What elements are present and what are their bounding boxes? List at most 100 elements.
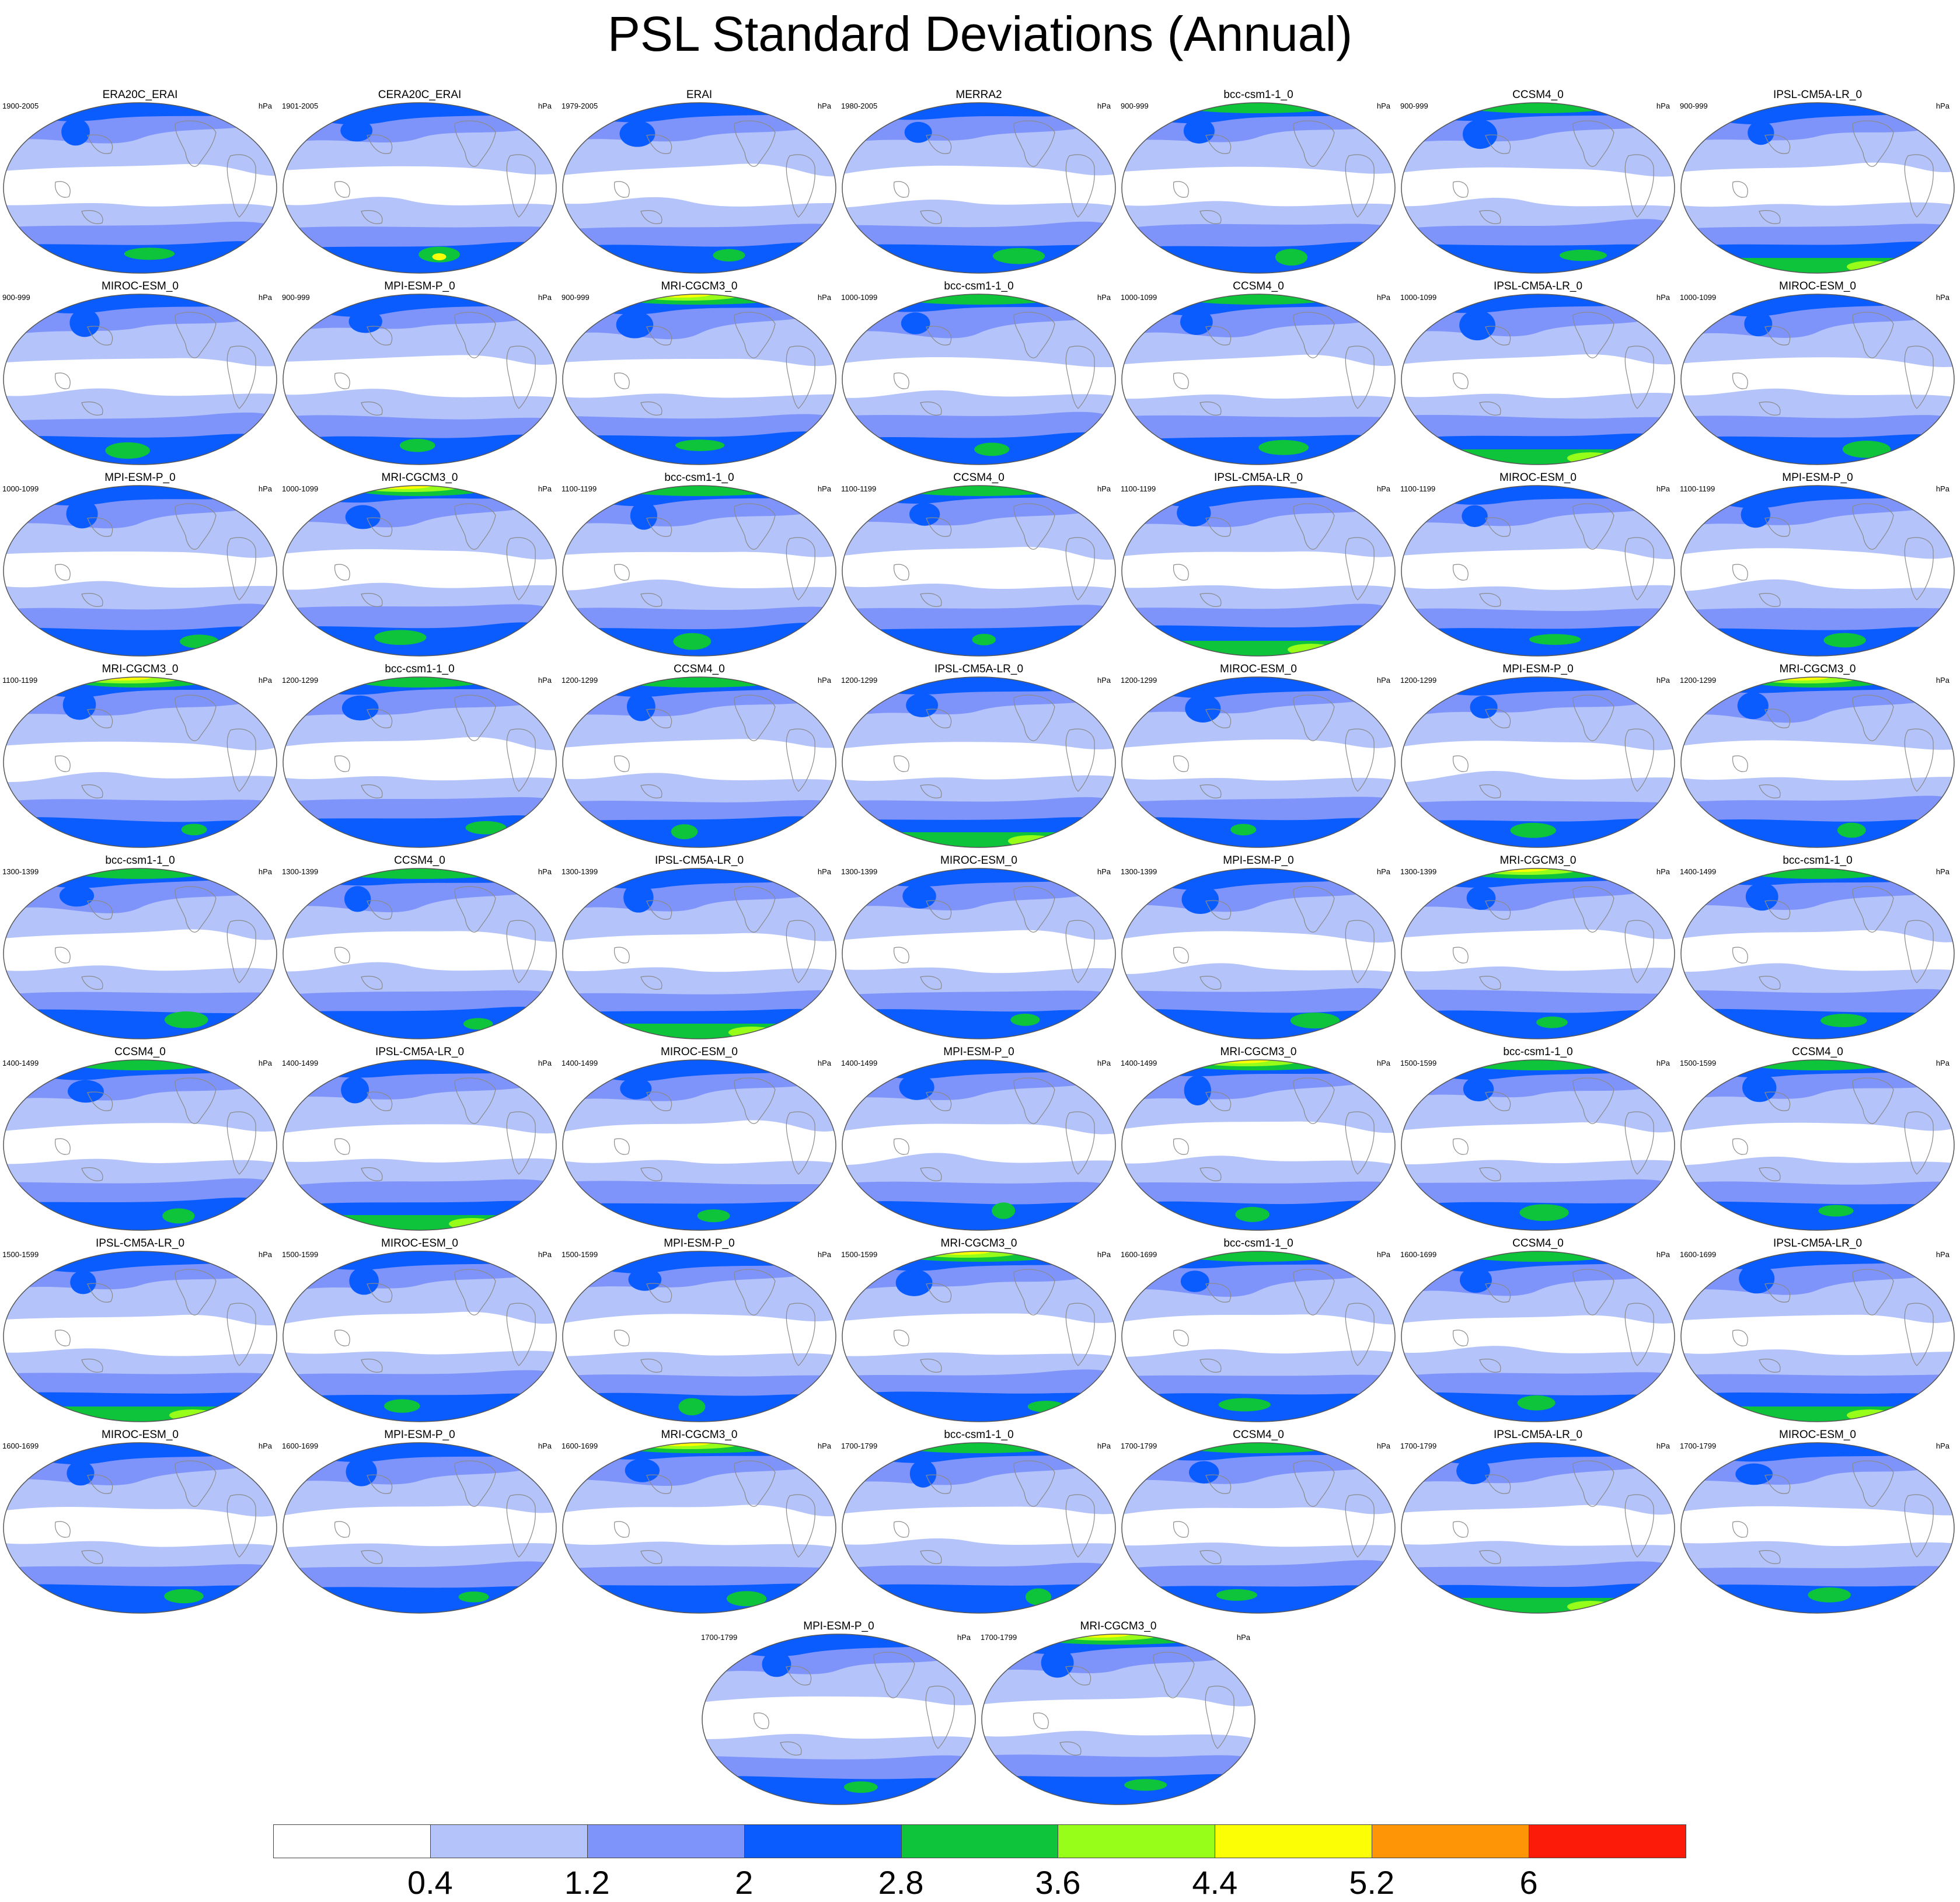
- panel-title: IPSL-CM5A-LR_0: [95, 1237, 185, 1250]
- map-panel: MPI-ESM-P_0 1000-1099 hPa: [0, 470, 280, 660]
- map-panel: CCSM4_0 1500-1599 hPa: [1677, 1045, 1958, 1234]
- colorbar-label: 4.4: [1192, 1864, 1238, 1901]
- panel-title: bcc-csm1-1_0: [664, 472, 734, 484]
- panel-title: IPSL-CM5A-LR_0: [375, 1046, 465, 1058]
- colorbar-box: [1372, 1824, 1530, 1858]
- map-panel: IPSL-CM5A-LR_0 1300-1399 hPa: [559, 853, 839, 1043]
- panel-title: MIROC-ESM_0: [1220, 663, 1297, 675]
- panel-title: MIROC-ESM_0: [661, 1046, 738, 1058]
- panel-units: hPa: [817, 1442, 831, 1450]
- panel-title: bcc-csm1-1_0: [944, 280, 1014, 292]
- panel-units: hPa: [1656, 1442, 1670, 1450]
- figure-title: PSL Standard Deviations (Annual): [607, 6, 1353, 61]
- panel-units: hPa: [258, 1442, 272, 1450]
- psl-stddev-map: [1680, 868, 1955, 1039]
- panel-title: CCSM4_0: [953, 472, 1005, 484]
- panel-period: 1900-2005: [2, 102, 39, 110]
- panel-title: MPI-ESM-P_0: [1223, 854, 1294, 867]
- panel-title: MRI-CGCM3_0: [661, 280, 738, 292]
- panel-units: hPa: [817, 1059, 831, 1067]
- psl-stddev-map: [1401, 294, 1675, 465]
- map-panel: MRI-CGCM3_0 1400-1499 hPa: [1118, 1045, 1398, 1234]
- panel-period: 900-999: [1400, 102, 1428, 110]
- panel-units: hPa: [1376, 1442, 1390, 1450]
- panel-units: hPa: [1097, 102, 1111, 110]
- panel-period: 1700-1799: [701, 1633, 738, 1642]
- colorbar-box: [744, 1824, 902, 1858]
- map-panel: bcc-csm1-1_0 1300-1399 hPa: [0, 853, 280, 1043]
- map-panel: MIROC-ESM_0 900-999 hPa: [0, 279, 280, 469]
- map-panel: IPSL-CM5A-LR_0 1400-1499 hPa: [280, 1045, 560, 1234]
- colorbar-box: [587, 1824, 745, 1858]
- panel-title: MRI-CGCM3_0: [1080, 1620, 1157, 1632]
- colorbar-box: [273, 1824, 431, 1858]
- panel-units: hPa: [1097, 676, 1111, 685]
- map-panel: MPI-ESM-P_0 1700-1799 hPa: [699, 1619, 979, 1809]
- panel-units: hPa: [1376, 484, 1390, 493]
- panel-period: 1300-1399: [2, 867, 39, 876]
- map-panel: CCSM4_0 1600-1699 hPa: [1398, 1236, 1678, 1426]
- panel-period: 1700-1799: [1680, 1442, 1717, 1450]
- panel-period: 900-999: [2, 293, 30, 302]
- psl-stddev-map: [3, 485, 277, 657]
- psl-stddev-map: [1121, 1251, 1396, 1422]
- map-panel: bcc-csm1-1_0 1100-1199 hPa: [559, 470, 839, 660]
- map-panel: IPSL-CM5A-LR_0 1500-1599 hPa: [0, 1236, 280, 1426]
- map-panel: bcc-csm1-1_0 1200-1299 hPa: [280, 662, 560, 851]
- panel-units: hPa: [258, 1059, 272, 1067]
- panel-units: hPa: [1656, 867, 1670, 876]
- panel-units: hPa: [538, 1059, 552, 1067]
- panel-units: hPa: [1656, 1059, 1670, 1067]
- panel-title: MPI-ESM-P_0: [1782, 472, 1853, 484]
- map-panel: bcc-csm1-1_0 1400-1499 hPa: [1677, 853, 1958, 1043]
- map-panel: MIROC-ESM_0 1000-1099 hPa: [1677, 279, 1958, 469]
- panel-period: 1100-1199: [841, 484, 877, 493]
- panel-period: 900-999: [1121, 102, 1149, 110]
- map-panel: bcc-csm1-1_0 1000-1099 hPa: [839, 279, 1119, 469]
- map-panel: MRI-CGCM3_0 1600-1699 hPa: [559, 1428, 839, 1617]
- map-panel: CCSM4_0 1200-1299 hPa: [559, 662, 839, 851]
- panel-title: MRI-CGCM3_0: [661, 1429, 738, 1441]
- colorbar-box: [1058, 1824, 1216, 1858]
- map-panel: IPSL-CM5A-LR_0 1600-1699 hPa: [1677, 1236, 1958, 1426]
- colorbar-label: 1.2: [564, 1864, 610, 1901]
- panel-period: 1700-1799: [1400, 1442, 1437, 1450]
- panel-title: MPI-ESM-P_0: [384, 1429, 455, 1441]
- psl-stddev-map: [1680, 102, 1955, 274]
- panel-period: 1000-1099: [1680, 293, 1717, 302]
- panel-title: IPSL-CM5A-LR_0: [654, 854, 744, 867]
- panel-units: hPa: [817, 676, 831, 685]
- psl-stddev-map: [283, 1251, 557, 1422]
- panel-period: 1500-1599: [562, 1250, 598, 1259]
- psl-stddev-map: [1121, 102, 1396, 274]
- psl-stddev-map: [3, 1251, 277, 1422]
- panel-period: 1980-2005: [841, 102, 878, 110]
- panel-period: 1100-1199: [2, 676, 38, 685]
- psl-stddev-map: [1401, 485, 1675, 657]
- map-panel: CCSM4_0 1700-1799 hPa: [1118, 1428, 1398, 1617]
- map-panel: IPSL-CM5A-LR_0 1700-1799 hPa: [1398, 1428, 1678, 1617]
- panel-title: MERRA2: [955, 89, 1002, 101]
- psl-stddev-map: [1121, 485, 1396, 657]
- panel-period: 1000-1099: [1121, 293, 1157, 302]
- map-panel: CERA20C_ERAI 1901-2005 hPa: [280, 88, 560, 277]
- map-panel: MPI-ESM-P_0 1100-1199 hPa: [1677, 470, 1958, 660]
- colorbar-label: 3.6: [1035, 1864, 1081, 1901]
- panel-title: IPSL-CM5A-LR_0: [1493, 1429, 1583, 1441]
- panel-units: hPa: [538, 293, 552, 302]
- panel-period: 1400-1499: [2, 1059, 39, 1067]
- panel-units: hPa: [817, 1250, 831, 1259]
- panel-units: hPa: [1376, 676, 1390, 685]
- panel-units: hPa: [817, 102, 831, 110]
- psl-stddev-map: [1121, 676, 1396, 848]
- panel-period: 1500-1599: [841, 1250, 878, 1259]
- colorbar-label: 6: [1519, 1864, 1538, 1901]
- panel-units: hPa: [258, 867, 272, 876]
- panel-units: hPa: [1935, 1250, 1949, 1259]
- panel-period: 900-999: [282, 293, 310, 302]
- panel-title: IPSL-CM5A-LR_0: [1213, 472, 1303, 484]
- panel-title: bcc-csm1-1_0: [1223, 1237, 1293, 1250]
- colorbar-box: [430, 1824, 588, 1858]
- panel-period: 1200-1299: [1680, 676, 1717, 685]
- panel-units: hPa: [1656, 293, 1670, 302]
